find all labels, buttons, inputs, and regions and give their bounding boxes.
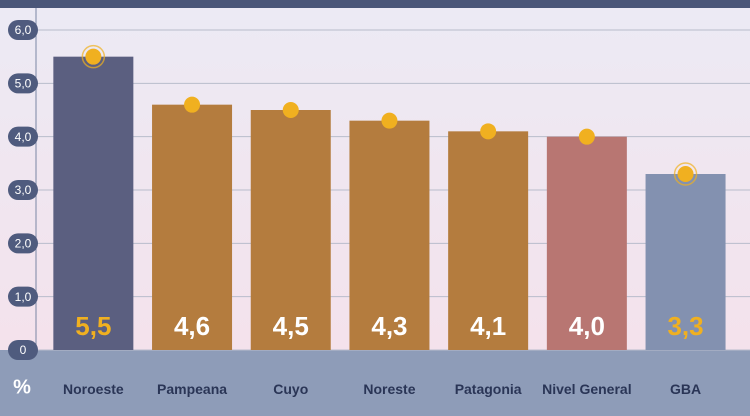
bar (448, 131, 529, 350)
marker (578, 128, 595, 145)
y-tick-label: 4,0 (15, 130, 32, 144)
bar (250, 110, 331, 350)
x-tick-label: Noroeste (63, 381, 124, 397)
y-tick-label: 1,0 (15, 290, 32, 304)
x-tick-label: Cuyo (273, 381, 309, 397)
y-tick-label: 6,0 (15, 23, 32, 37)
y-tick-badge (8, 73, 38, 94)
value-label: 3,3 (667, 311, 703, 341)
marker (85, 48, 102, 65)
x-tick-label: Nivel General (542, 381, 632, 397)
value-label: 4,1 (470, 311, 506, 341)
y-tick-badge (8, 340, 38, 360)
y-unit: % (13, 376, 31, 398)
x-tick-label: GBA (669, 381, 702, 397)
bar (546, 136, 627, 350)
bar (152, 104, 233, 351)
marker (282, 102, 299, 118)
value-label: 5,5 (75, 311, 111, 341)
marker (381, 112, 398, 129)
value-label: 4,6 (174, 311, 210, 341)
y-tick-badge (8, 126, 38, 147)
y-tick-label: 2,0 (15, 237, 32, 251)
value-label: 4,3 (371, 311, 407, 341)
y-tick-label: 5,0 (15, 77, 32, 91)
x-tick-label: Noreste (363, 381, 416, 397)
y-tick-badge (8, 286, 38, 307)
top-band (0, 0, 750, 8)
marker-ring (673, 162, 698, 186)
bar (645, 174, 726, 350)
marker (184, 96, 201, 113)
y-tick-badge (8, 233, 38, 254)
marker-ring (81, 44, 106, 69)
bottom-band (0, 350, 750, 416)
y-tick-label: 3,0 (15, 183, 32, 197)
value-label: 4,0 (569, 311, 605, 341)
x-tick-label: Pampeana (157, 381, 228, 397)
bar (53, 56, 134, 351)
bar (349, 120, 430, 351)
marker (677, 166, 694, 182)
y-tick-badge (8, 20, 38, 40)
marker (480, 123, 497, 140)
x-tick-label: Patagonia (454, 381, 522, 397)
value-label: 4,5 (273, 311, 309, 341)
y-tick-label: 0 (20, 343, 27, 357)
y-tick-badge (8, 180, 38, 200)
